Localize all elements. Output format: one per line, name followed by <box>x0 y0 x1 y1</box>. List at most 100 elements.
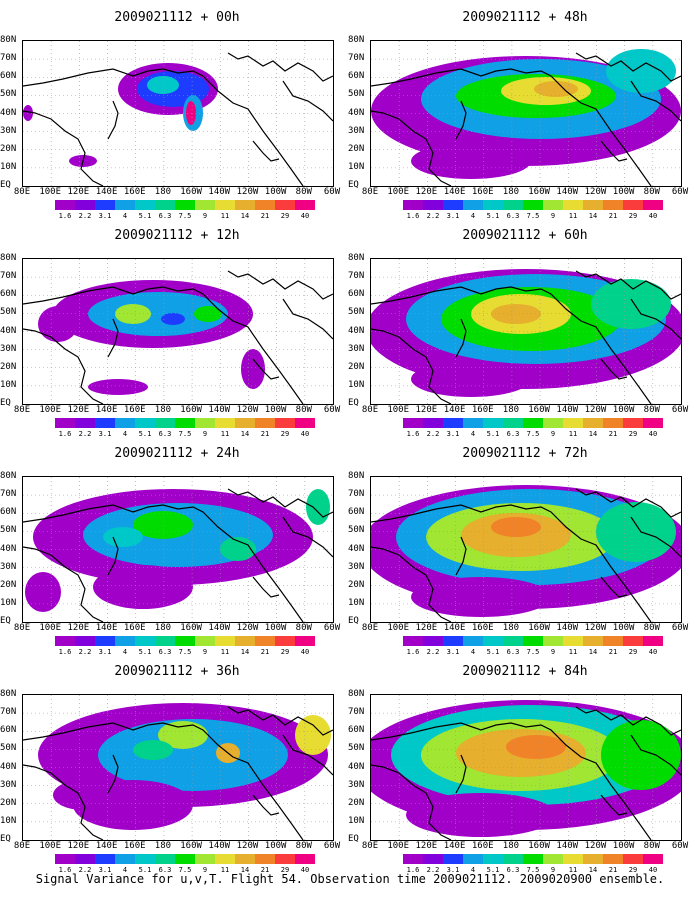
colorbar-label: 11 <box>220 866 230 874</box>
colorbar-label: 6.3 <box>506 212 520 220</box>
lat-tick-label: EQ <box>348 834 359 844</box>
contour-region <box>606 49 676 93</box>
colorbar-label: 5.1 <box>138 212 152 220</box>
map-panel <box>370 40 682 187</box>
lon-tick-label: 100E <box>387 405 410 415</box>
colorbar-label: 9 <box>202 430 208 438</box>
colorbar-label: 1.6 <box>406 866 420 874</box>
colorbar-label: 5.1 <box>138 648 152 656</box>
colorbar-label: 21 <box>260 430 270 438</box>
lon-tick-label: 160W <box>528 841 550 851</box>
lat-tick-label: 70N <box>0 707 17 718</box>
colorbar-label: 40 <box>300 866 310 874</box>
lon-tick-label: 140W <box>208 623 231 633</box>
colorbar-swatch <box>235 200 255 210</box>
colorbar-label: 1.6 <box>406 648 420 656</box>
lon-tick-label: 140E <box>95 623 118 633</box>
lat-tick-label: 50N <box>348 525 365 536</box>
colorbar-swatch <box>603 200 623 210</box>
colorbar-label: 3.1 <box>446 212 460 220</box>
colorbar-swatch <box>543 418 563 428</box>
lat-tick-label: EQ <box>0 616 11 626</box>
colorbar-swatch <box>295 854 315 864</box>
lon-tick-label: 140W <box>556 623 579 633</box>
coastline <box>23 68 304 186</box>
colorbar-swatch <box>235 636 255 646</box>
lon-tick-label: 120W <box>236 187 259 197</box>
colorbar-label: 7.5 <box>178 212 192 220</box>
colorbar-swatch <box>295 200 315 210</box>
lat-tick-label: 70N <box>348 707 365 718</box>
lon-tick-label: 100E <box>39 187 62 197</box>
lon-tick-label: 100E <box>39 405 62 415</box>
colorbar-swatch <box>423 854 443 864</box>
contour-region <box>53 780 113 810</box>
lat-tick-label: 50N <box>348 743 365 754</box>
colorbar-swatch <box>623 854 643 864</box>
colorbar-label: 21 <box>260 212 270 220</box>
contour-region <box>88 379 148 395</box>
lon-tick-label: 120E <box>415 623 438 633</box>
coastline <box>107 100 119 140</box>
colorbar-swatch <box>215 854 235 864</box>
colorbar-swatch <box>543 200 563 210</box>
lon-tick-label: 180 <box>502 841 520 851</box>
lon-tick-label: 140E <box>95 841 118 851</box>
colorbar-label: 6.3 <box>158 430 172 438</box>
colorbar-swatch <box>195 854 215 864</box>
colorbar-swatch <box>135 636 155 646</box>
colorbar-swatch <box>95 636 115 646</box>
colorbar-label: 9 <box>550 212 556 220</box>
colorbar-swatch <box>643 200 663 210</box>
lon-tick-label: 120E <box>415 187 438 197</box>
lat-tick-label: 50N <box>0 743 17 754</box>
colorbar-label: 1.6 <box>406 430 420 438</box>
lat-tick-label: 40N <box>348 761 365 772</box>
lon-tick-label: 60W <box>671 623 689 633</box>
colorbar-swatch <box>643 854 663 864</box>
coastline <box>227 706 333 736</box>
coastline <box>252 794 280 816</box>
colorbar-label: 1.6 <box>58 648 72 656</box>
colorbar-swatch <box>275 418 295 428</box>
lat-tick-label: 10N <box>0 161 17 172</box>
lon-tick-label: 160E <box>471 187 494 197</box>
colorbar-swatch <box>295 418 315 428</box>
coastline <box>575 52 681 82</box>
lat-tick-label: EQ <box>0 834 11 844</box>
contour-region <box>194 306 222 322</box>
colorbar-label: 11 <box>568 212 578 220</box>
coastline <box>575 706 681 736</box>
colorbar-label: 1.6 <box>58 212 72 220</box>
colorbar-swatch <box>95 854 115 864</box>
colorbar-swatch <box>523 854 543 864</box>
map-panel <box>370 258 682 405</box>
lat-tick-label: 20N <box>348 797 365 808</box>
lon-tick-label: 60W <box>323 841 341 851</box>
lat-tick-label: 70N <box>0 489 17 500</box>
colorbar-swatch <box>95 418 115 428</box>
colorbar-swatch <box>75 200 95 210</box>
colorbar-label: 5.1 <box>486 866 500 874</box>
colorbar-swatch <box>403 418 423 428</box>
lat-tick-label: 70N <box>348 489 365 500</box>
colorbar-swatch <box>403 636 423 646</box>
colorbar-label: 6.3 <box>158 648 172 656</box>
lon-tick-label: 140E <box>443 623 466 633</box>
colorbar-swatch <box>563 636 583 646</box>
lon-tick-label: 60W <box>323 405 341 415</box>
contour-region <box>158 721 208 749</box>
figure-caption: Signal Variance for u,v,T. Flight 54. Ob… <box>35 872 665 886</box>
lat-tick-label: 50N <box>0 525 17 536</box>
coastline <box>630 298 681 340</box>
colorbar-swatch <box>623 636 643 646</box>
contour-region <box>161 313 185 325</box>
variance-field <box>371 695 681 840</box>
lon-tick-label: 60W <box>671 187 689 197</box>
colorbar-label: 14 <box>588 430 598 438</box>
colorbar-label: 29 <box>280 866 290 874</box>
coastline <box>23 286 304 404</box>
colorbar-swatch <box>55 636 75 646</box>
coastline <box>600 140 628 162</box>
coastline <box>282 734 333 776</box>
